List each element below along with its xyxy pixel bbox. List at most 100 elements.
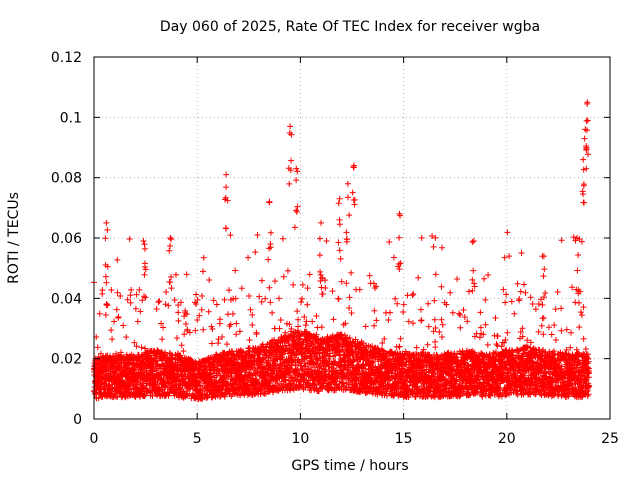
data-point bbox=[208, 340, 215, 347]
data-point bbox=[492, 314, 499, 321]
data-point bbox=[126, 235, 133, 242]
data-point bbox=[128, 286, 135, 293]
data-point bbox=[115, 374, 122, 381]
data-point bbox=[481, 275, 488, 282]
data-point bbox=[213, 301, 220, 308]
data-point bbox=[482, 321, 489, 328]
data-point bbox=[482, 296, 489, 303]
data-point bbox=[294, 308, 301, 315]
data-point bbox=[115, 313, 122, 320]
data-point bbox=[181, 331, 188, 338]
data-point bbox=[400, 301, 407, 308]
data-point bbox=[343, 280, 350, 287]
data-point bbox=[284, 267, 291, 274]
data-point bbox=[224, 341, 231, 348]
data-point bbox=[318, 284, 325, 291]
data-point bbox=[124, 296, 131, 303]
data-point bbox=[153, 306, 160, 313]
data-point bbox=[431, 297, 438, 304]
data-point bbox=[432, 344, 439, 351]
data-point bbox=[114, 289, 121, 296]
data-point bbox=[205, 308, 212, 315]
data-point bbox=[163, 289, 170, 296]
data-point bbox=[348, 269, 355, 276]
data-point bbox=[132, 305, 139, 312]
data-point bbox=[456, 310, 463, 317]
data-point bbox=[169, 355, 176, 362]
data-point bbox=[290, 281, 297, 288]
data-point bbox=[266, 284, 273, 291]
data-point bbox=[371, 307, 378, 314]
data-point bbox=[502, 336, 509, 343]
data-point bbox=[386, 239, 393, 246]
data-point bbox=[430, 243, 437, 250]
data-point bbox=[175, 309, 182, 316]
data-point bbox=[133, 291, 140, 298]
data-point bbox=[131, 339, 138, 346]
data-point bbox=[142, 392, 149, 399]
data-point bbox=[108, 286, 115, 293]
data-point bbox=[258, 277, 265, 284]
data-point bbox=[502, 299, 509, 306]
data-point bbox=[94, 344, 101, 351]
data-point bbox=[178, 342, 185, 349]
data-point bbox=[245, 254, 252, 261]
data-point bbox=[477, 324, 484, 331]
data-point bbox=[386, 309, 393, 316]
data-point bbox=[371, 322, 378, 329]
data-point bbox=[418, 234, 425, 241]
data-point bbox=[415, 274, 422, 281]
data-point bbox=[171, 296, 178, 303]
data-point bbox=[438, 333, 445, 340]
data-point bbox=[114, 256, 121, 263]
data-point bbox=[449, 309, 456, 316]
data-point bbox=[362, 323, 369, 330]
data-point bbox=[200, 326, 207, 333]
data-point bbox=[338, 278, 345, 285]
data-point bbox=[155, 299, 162, 306]
data-point bbox=[279, 235, 286, 242]
data-point bbox=[439, 321, 446, 328]
data-point bbox=[366, 272, 373, 279]
data-point bbox=[193, 291, 200, 298]
data-point bbox=[309, 318, 316, 325]
data-point bbox=[104, 302, 111, 309]
data-point bbox=[436, 328, 443, 335]
data-point bbox=[160, 324, 167, 331]
data-point bbox=[233, 320, 240, 327]
chart-title: Day 060 of 2025, Rate Of TEC Index for r… bbox=[160, 19, 540, 35]
data-points bbox=[91, 99, 593, 403]
data-point bbox=[142, 345, 149, 352]
data-point bbox=[127, 292, 134, 299]
data-point bbox=[346, 334, 353, 341]
data-point bbox=[173, 335, 180, 342]
data-point bbox=[319, 291, 326, 298]
data-point bbox=[277, 317, 284, 324]
data-point bbox=[413, 344, 420, 351]
data-point bbox=[304, 301, 311, 308]
data-point bbox=[304, 285, 311, 292]
data-point bbox=[295, 323, 302, 330]
data-point bbox=[96, 310, 103, 317]
data-point bbox=[165, 302, 172, 309]
data-point bbox=[123, 334, 130, 341]
data-point bbox=[432, 338, 439, 345]
data-point bbox=[256, 293, 263, 300]
data-point bbox=[159, 336, 166, 343]
data-point bbox=[410, 320, 417, 327]
data-point bbox=[454, 275, 461, 282]
data-point bbox=[329, 288, 336, 295]
data-point bbox=[156, 298, 163, 305]
data-point bbox=[238, 285, 245, 292]
data-point bbox=[134, 318, 141, 325]
data-point bbox=[258, 298, 265, 305]
data-point bbox=[175, 317, 182, 324]
data-point bbox=[227, 232, 234, 239]
data-point bbox=[397, 335, 404, 342]
data-point bbox=[113, 306, 120, 313]
data-point bbox=[154, 362, 161, 369]
data-point bbox=[476, 334, 483, 341]
data-point bbox=[269, 309, 276, 316]
data-point bbox=[249, 321, 256, 328]
